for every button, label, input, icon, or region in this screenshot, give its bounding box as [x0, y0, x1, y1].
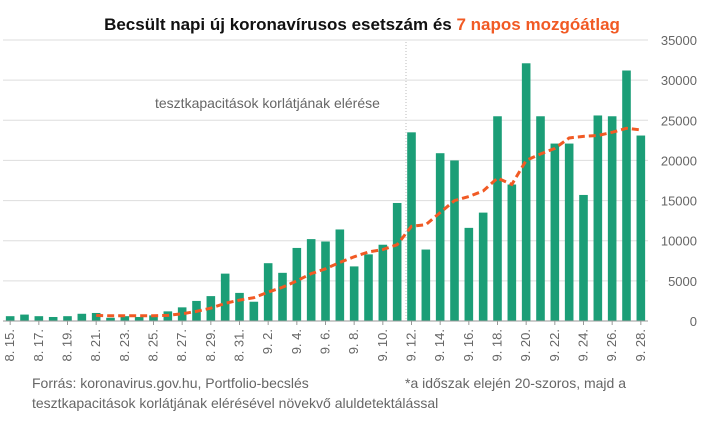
x-tick-label: 9. 24.: [576, 329, 591, 362]
bar: [550, 143, 560, 321]
x-tick-label: 9. 6.: [318, 329, 333, 354]
bar: [493, 116, 502, 322]
bar: [149, 315, 158, 321]
bar: [20, 314, 29, 321]
bar: [464, 227, 474, 321]
bar: [521, 63, 531, 321]
x-tick-label: 8. 17.: [31, 329, 46, 362]
bar: [378, 244, 388, 321]
bar: [306, 239, 316, 321]
bar: [91, 312, 101, 321]
bar: [235, 292, 244, 321]
bar: [364, 254, 373, 321]
y-tick-label: 25000: [661, 113, 697, 128]
bar: [335, 229, 345, 321]
x-tick-label: 8. 27.: [174, 329, 189, 362]
bar: [34, 316, 44, 321]
x-tick-label: 9. 18.: [490, 329, 505, 362]
bar: [5, 316, 15, 321]
y-tick-label: 30000: [661, 73, 697, 88]
bar: [63, 316, 72, 321]
y-tick-label: 20000: [661, 153, 697, 168]
y-tick-label: 35000: [661, 33, 697, 48]
note: *a időszak elején 20-szoros, majd a: [405, 375, 626, 391]
x-tick-label: 8. 25.: [146, 329, 161, 362]
bar: [106, 317, 115, 321]
bar: [177, 307, 187, 321]
bar: [349, 266, 359, 321]
x-tick-label: 9. 8.: [346, 329, 361, 354]
bar: [292, 247, 302, 321]
source: Forrás: koronavirus.gov.hu, Portfolio-be…: [32, 375, 309, 391]
x-tick-label: 8. 31.: [232, 329, 247, 362]
bar: [507, 184, 517, 321]
bar: [321, 241, 330, 321]
x-tick-label: 8. 15.: [2, 329, 17, 362]
x-tick-label: 8. 21.: [88, 329, 103, 362]
bar: [579, 194, 588, 321]
y-tick-label: 15000: [661, 194, 697, 209]
bar: [263, 263, 273, 321]
y-tick-label: 0: [690, 314, 697, 329]
title-main: Becsült napi új koronavírusos esetszám é…: [104, 15, 456, 34]
bar: [392, 202, 402, 321]
x-tick-label: 8. 23.: [117, 329, 132, 362]
bar: [421, 249, 431, 321]
x-tick-label: 8. 29.: [203, 329, 218, 362]
x-tick-label: 9. 2.: [260, 329, 275, 354]
moving-average-line: [96, 126, 642, 318]
bar: [478, 212, 488, 321]
bar: [278, 272, 287, 321]
x-tick-label: 9. 28.: [633, 329, 648, 362]
bar: [435, 153, 445, 321]
x-tick-label: 9. 16.: [461, 329, 476, 362]
annotation: tesztkapacitások korlátjának elérése: [155, 95, 380, 111]
x-tick-label: 9. 20.: [518, 329, 533, 362]
bar: [607, 116, 617, 322]
bar: [593, 115, 603, 322]
bar: [77, 313, 87, 321]
x-tick-label: 9. 12.: [404, 329, 419, 362]
bar: [622, 70, 631, 321]
x-tick-label: 9. 26.: [604, 329, 619, 362]
bar: [220, 273, 230, 321]
y-tick-label: 5000: [668, 274, 697, 289]
bar: [450, 160, 459, 321]
bar: [536, 116, 545, 322]
chart-title: Becsült napi új koronavírusos esetszám é…: [104, 15, 620, 34]
title-highlight: 7 napos mozgóátlag: [457, 15, 620, 34]
note: tesztkapacitások korlátjának elérésével …: [32, 395, 438, 411]
bar: [120, 316, 130, 321]
bar: [249, 301, 259, 321]
y-tick-label: 10000: [661, 234, 697, 249]
bar: [48, 316, 58, 321]
x-tick-label: 9. 10.: [375, 329, 390, 362]
bar: [564, 143, 574, 321]
x-tick-label: 9. 22.: [547, 329, 562, 362]
x-tick-label: 8. 19.: [60, 329, 75, 362]
x-tick-label: 9. 14.: [432, 329, 447, 362]
x-tick-label: 9. 4.: [289, 329, 304, 354]
bar: [636, 135, 646, 321]
bar: [134, 316, 144, 321]
